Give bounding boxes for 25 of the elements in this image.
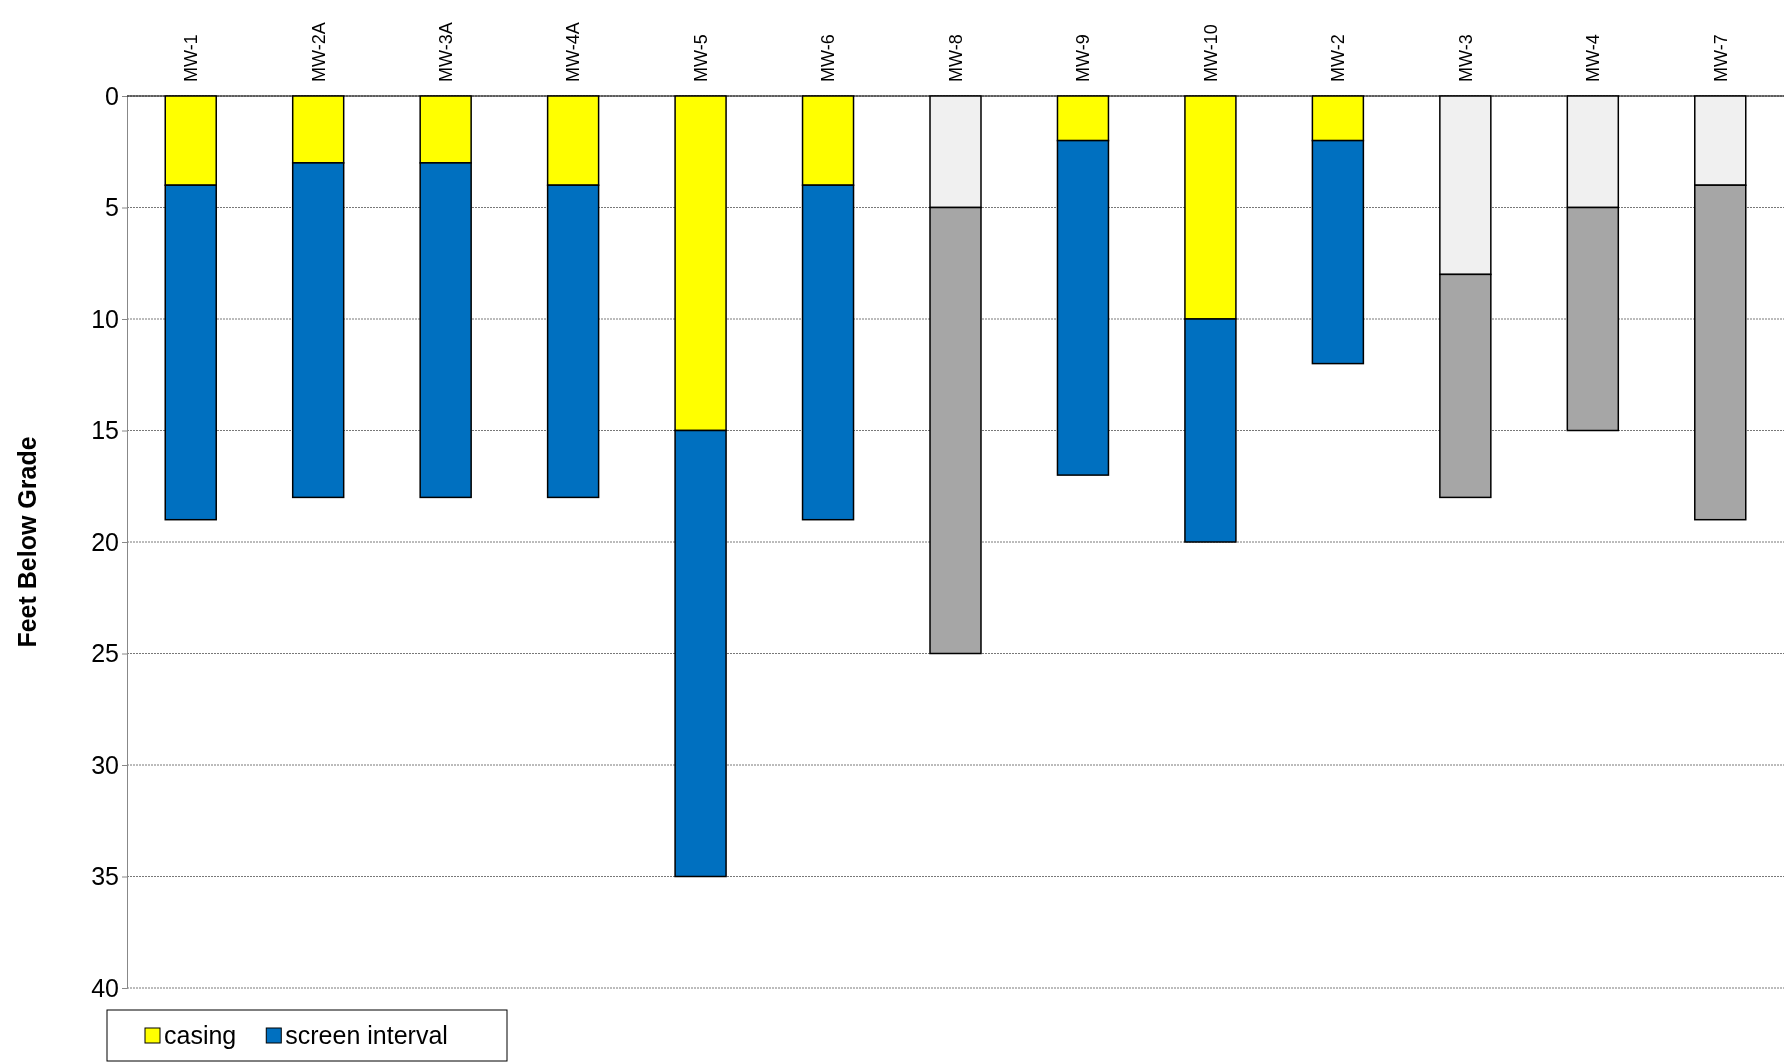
- y-axis-title: Feet Below Grade: [13, 436, 41, 648]
- x-tick-label: MW-2: [1328, 34, 1349, 82]
- y-tick-label: 35: [91, 862, 119, 890]
- y-tick-label: 20: [91, 527, 119, 556]
- y-tick-label: 0: [105, 81, 119, 110]
- x-tick-label: MW-8: [945, 34, 966, 82]
- legend-label: casing: [164, 1021, 237, 1049]
- y-tick-label: 40: [91, 973, 119, 1002]
- x-tick-label: MW-9: [1073, 34, 1094, 82]
- x-tick-label: MW-4: [1583, 34, 1604, 82]
- x-tick-label: MW-1: [181, 34, 202, 82]
- x-tick-label: MW-3: [1455, 34, 1476, 82]
- x-tick-label: MW-6: [818, 34, 839, 82]
- y-tick-label: 25: [91, 639, 119, 667]
- y-tick-label: 30: [91, 750, 119, 779]
- x-tick-label: MW-3A: [435, 22, 456, 82]
- y-tick-label: 15: [91, 416, 119, 444]
- x-tick-label: MW-5: [690, 34, 711, 82]
- y-tick-label: 5: [105, 193, 119, 221]
- x-tick-label: MW-7: [1710, 34, 1731, 82]
- x-tick-label: MW-2A: [308, 22, 329, 82]
- x-tick-label: MW-10: [1200, 24, 1221, 82]
- y-tick-label: 10: [91, 304, 119, 333]
- x-tick-label: MW-4A: [563, 22, 584, 82]
- legend-label: screen interval: [285, 1021, 448, 1049]
